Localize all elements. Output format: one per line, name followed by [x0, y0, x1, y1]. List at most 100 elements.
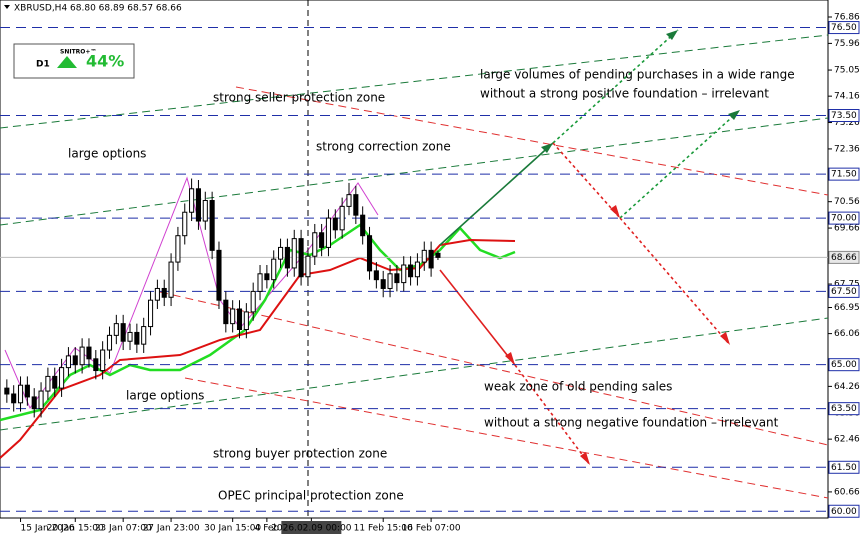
candle-body [189, 188, 195, 213]
arrow [619, 109, 741, 219]
trend-line [0, 34, 829, 129]
candle-body [106, 334, 113, 351]
drawings [0, 0, 829, 518]
candle-body [435, 252, 441, 258]
annotation: large options [68, 147, 146, 161]
candle-body [284, 246, 290, 269]
annotation: large options [126, 389, 204, 403]
candle-body [202, 200, 208, 222]
candle-body [312, 232, 318, 257]
level-label: 71.50 [831, 170, 857, 180]
header-title: XBRUSD,H4 68.80 68.89 68.57 68.66 [14, 4, 182, 14]
candle-body [339, 205, 345, 231]
annotation: large volumes of pending purchases in a … [480, 68, 795, 82]
candle-body [414, 261, 420, 278]
candle-body [298, 238, 304, 278]
trend-line [184, 377, 829, 499]
candle-body [86, 346, 92, 360]
annotation: strong buyer protection zone [213, 447, 387, 461]
y-tick-label: 69.66 [834, 224, 860, 234]
candle-body [236, 308, 243, 331]
candle-body [216, 249, 222, 301]
x-tick-label: 11 Feb 15:00 [354, 524, 413, 534]
candle-body [209, 200, 215, 251]
candle-body [134, 331, 140, 345]
x-crosshair-box [281, 521, 342, 534]
candle-body [230, 308, 236, 325]
x-tick-label: 4 Feb [255, 524, 280, 534]
y-tick-label: 66.95 [834, 303, 860, 313]
y-tick-label: 73.26 [834, 118, 860, 128]
x-tick-label: 20 Jan 15:00 [47, 524, 104, 534]
level-box [828, 21, 860, 35]
candle-body [360, 214, 366, 237]
candle-body [59, 367, 65, 389]
logo-text: SNITRO+™ [60, 49, 96, 56]
level-label: 73.50 [831, 111, 857, 121]
candle-body [17, 384, 24, 404]
candle-body [168, 261, 174, 298]
level-box [828, 504, 860, 518]
candle-body [223, 299, 229, 325]
level-box [828, 358, 860, 372]
candle-body [11, 393, 17, 404]
candle-body [38, 390, 44, 410]
candle-body [243, 311, 249, 331]
y-tick-label: 75.96 [834, 39, 860, 49]
candle-body [127, 331, 133, 342]
candle-body [120, 323, 126, 342]
candle-body [401, 264, 407, 284]
candle-body [366, 235, 373, 272]
y-tick-label: 60.66 [834, 487, 860, 497]
candle-body [346, 194, 352, 207]
y-tick-label: 75.05 [834, 66, 860, 76]
x-tick-label: 23 Jan 07:00 [95, 524, 152, 534]
candle-body [387, 273, 393, 289]
logo-period: D1 [36, 60, 50, 70]
trend-line [0, 117, 829, 226]
x-tick-label: 27 Jan 23:00 [143, 524, 200, 534]
candle-body [93, 358, 99, 372]
header: XBRUSD,H4 68.80 68.89 68.57 68.66 [4, 4, 182, 14]
candle-body [182, 211, 188, 237]
candle-body [113, 323, 119, 336]
level-label: 65.00 [831, 360, 857, 370]
level-label: 67.50 [831, 287, 857, 297]
y-tick-label: 64.26 [834, 382, 860, 392]
candle-body [100, 349, 106, 372]
x-tick-label: 15 Jan 2026 [21, 524, 75, 534]
y-tick-label: 67.75 [834, 280, 860, 290]
level-box [828, 284, 860, 298]
level-label: 76.50 [831, 23, 857, 33]
candle-body [24, 384, 30, 398]
candle-body [161, 287, 167, 298]
annotation: OPEC principal protection zone [218, 489, 404, 503]
level-box [828, 167, 860, 181]
candle-body [380, 279, 386, 289]
annotation: weak zone of old pending sales [484, 380, 672, 394]
candle-body [141, 326, 147, 345]
x-tick-label: 30 Jan 15:00 [204, 524, 261, 534]
level-box [828, 402, 860, 416]
current-price-box [828, 250, 860, 264]
level-label: 70.00 [831, 214, 857, 224]
level-label: 63.50 [831, 404, 857, 414]
candle-body [421, 249, 427, 263]
current-price-label: 68.66 [831, 253, 857, 263]
trend-line [235, 86, 829, 196]
candle-body [257, 273, 263, 292]
x-tick-label: 2026.02.09 00:00 [271, 524, 352, 534]
candle-body [373, 270, 379, 281]
arrow [439, 142, 554, 246]
candle-body [291, 238, 297, 269]
candle-body [65, 355, 71, 369]
candle-body [319, 232, 325, 248]
candle-body [325, 217, 332, 248]
level-label: 60.00 [831, 507, 857, 517]
candle-body [52, 375, 58, 389]
arrow [514, 364, 591, 466]
logo-percent: 44% [86, 52, 124, 71]
annotation: strong correction zone [316, 140, 451, 154]
candle-body [250, 290, 256, 313]
trend-line [0, 317, 829, 431]
